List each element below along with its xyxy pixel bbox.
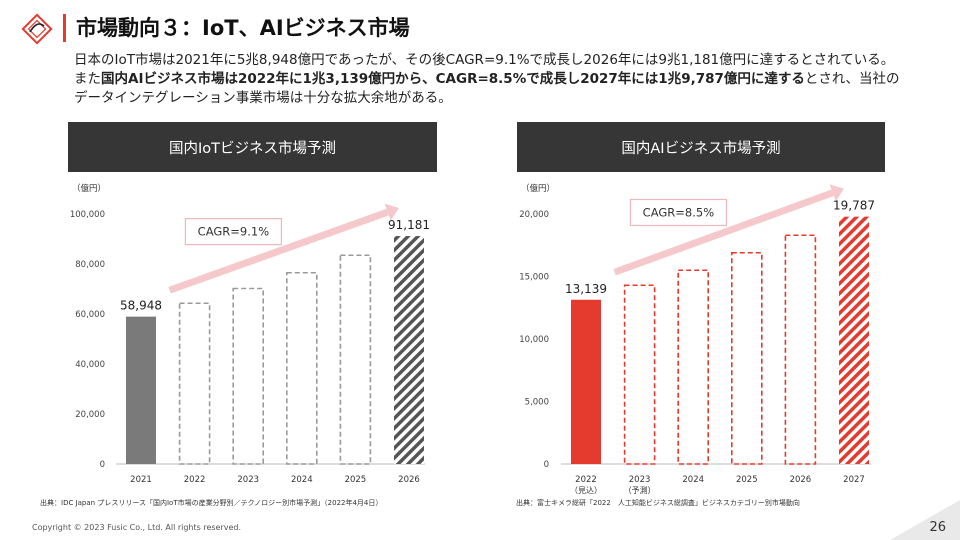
bar-2024 [286,271,318,465]
cagr-annotation-box [629,198,728,227]
x-tick-sublabel: （予測） [624,485,656,495]
ai-market-chart: （億円） 0 5,000 10,000 15,000 20,000 13,139 19,787… [519,183,875,495]
y-tick-label: 40,000 [75,360,105,370]
corner-decoration [890,500,960,540]
data-label: 91,181 [388,218,430,232]
x-tick-sublabel: （見込） [570,486,602,495]
bar-2023 [623,284,656,465]
bar-2025 [731,251,763,465]
data-label: 58,948 [120,299,162,313]
iot-panel-heading: 国内IoTビジネス市場予測 [68,122,437,172]
intro-text-part-1: 日本のIoT市場は2021年に5兆8,948億円であったが、その後CAGR=9.… [74,52,895,87]
cagr-annotation: CAGR=9.1% [198,225,270,239]
bar-2026 [394,236,424,464]
page-number: 26 [929,520,946,535]
bar-2027 [839,216,869,464]
y-tick-label: 20,000 [75,410,105,420]
intro-text: 日本のIoT市場は2021年に5兆8,948億円であったが、その後CAGR=9.… [74,51,904,108]
growth-arrow-shaft [168,208,389,294]
y-tick-label: 10,000 [519,335,549,345]
y-tick-label: 15,000 [519,273,549,283]
data-label: 19,787 [833,199,875,213]
ai-panel-heading: 国内AIビジネス市場予測 [517,122,885,172]
x-tick-label: 2022 [575,475,597,485]
growth-arrow-head [829,184,844,202]
y-tick-label: 80,000 [75,260,105,270]
title-accent-bar [63,14,66,42]
x-tick-label: 2024 [682,475,704,485]
intro-text-part-2: とされ、当社のデータインテグレーション事業市場は十分な拡大余地がある。 [74,71,900,106]
x-tick-label: 2026 [790,475,812,485]
y-tick-label: 0 [100,460,105,470]
cagr-annotation: CAGR=8.5% [643,206,715,220]
y-tick-label: 20,000 [519,210,549,220]
x-tick-label: 2026 [398,475,420,485]
x-tick-label: 2023 [629,475,651,485]
bar-2026 [784,234,817,465]
y-tick-label: 0 [544,460,549,470]
x-tick-label: 2023 [237,475,259,485]
bar-2023 [232,287,264,465]
growth-arrow-head [384,203,399,221]
copyright: Copyright © 2023 Fusic Co., Ltd. All rig… [32,523,242,532]
y-axis-label: （億円） [72,183,106,194]
page-title: 市場動向３：IoT、AIビジネス市場 [76,16,410,40]
iot-source-note: 出典：IDC Japan プレスリリース「国内IoT市場の産業分野別／テクノロジ… [40,499,383,507]
x-tick-label: 2025 [345,475,367,485]
bar-2022 [571,299,601,464]
x-tick-label: 2024 [291,475,313,485]
bar-2022 [178,302,211,465]
y-tick-label: 100,000 [70,210,105,220]
x-tick-label: 2021 [130,475,152,485]
growth-arrow-shaft [613,189,834,276]
bar-2024 [677,269,709,465]
x-tick-label: 2022 [184,475,206,485]
y-tick-label: 60,000 [75,310,105,320]
y-tick-label: 5,000 [525,398,549,408]
x-tick-label: 2025 [736,475,758,485]
intro-text-emphasis: 国内AIビジネス市場は2022年に1兆3,139億円から、CAGR=8.5%で成… [101,71,805,87]
bar-2021 [126,316,156,464]
bar-2025 [339,254,372,465]
data-label: 13,139 [565,282,607,296]
y-axis-label: （億円） [521,183,555,194]
cagr-annotation-box [184,218,283,246]
company-logo-icon [21,13,53,45]
iot-market-chart: （億円） 0 20,000 40,000 60,000 80,000 100,000 58,9… [70,183,430,485]
x-tick-label: 2027 [843,475,865,485]
ai-source-note: 出典：富士キメラ総研「2022 人工知能ビジネス総調査」ビジネスカテゴリー別市場… [516,499,800,507]
